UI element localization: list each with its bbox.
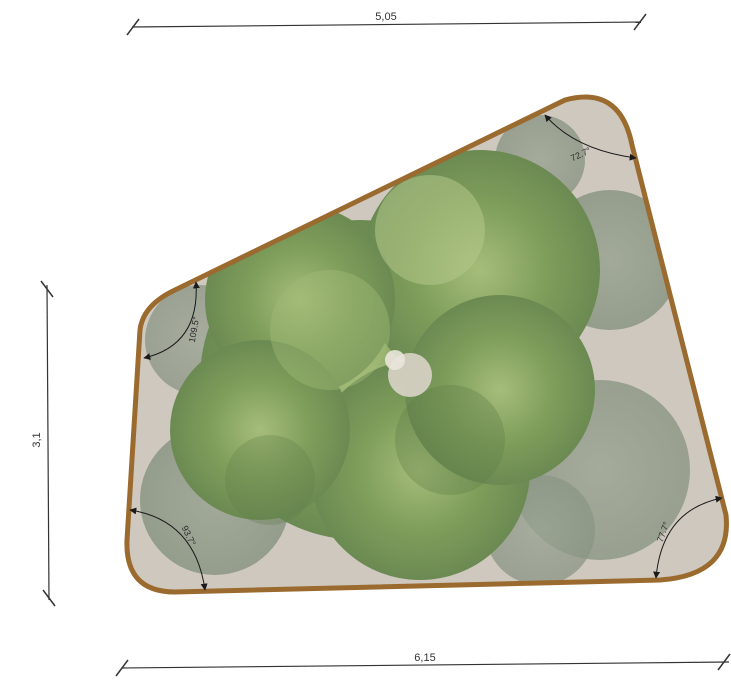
left-dimension-label: 3,1 (31, 432, 43, 447)
angle-left-upper-label: 109.5° (187, 315, 201, 343)
top-dimension-label: 5,05 (375, 11, 396, 23)
bottom-dimension-label: 6,15 (414, 652, 435, 664)
angle-left-upper: 109.5° (143, 281, 201, 360)
top-dimension: 5,05 (126, 11, 647, 36)
bottom-dimension: 6,15 (115, 652, 731, 677)
left-dimension: 3,1 (31, 280, 56, 607)
